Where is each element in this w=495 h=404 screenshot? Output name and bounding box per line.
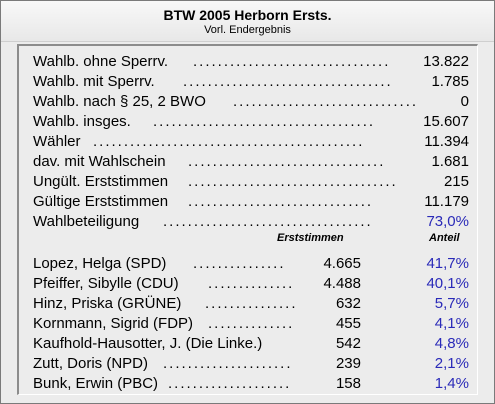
column-header-share: Anteil bbox=[429, 232, 460, 244]
leader-dots: .................................... bbox=[153, 113, 376, 130]
candidate-name: Kornmann, Sigrid (FDP) bbox=[33, 315, 194, 332]
leader-dots: ............... bbox=[205, 295, 298, 312]
leader-dots: .................... bbox=[168, 375, 292, 392]
leader-dots: .................................. bbox=[163, 213, 373, 230]
candidate-row: Lopez, Helga (SPD) ............... 4.665… bbox=[33, 254, 469, 274]
candidate-row: Kaufhold-Hausotter, J. (Die Linke.) 542 … bbox=[33, 334, 469, 354]
summary-label: Wahlb. mit Sperrv. bbox=[33, 73, 155, 90]
summary-label: Wahlb. ohne Sperrv. bbox=[33, 53, 169, 70]
summary-value: 11.179 bbox=[424, 193, 469, 210]
candidate-name: Pfeiffer, Sibylle (CDU) bbox=[33, 275, 179, 292]
candidate-name: Bunk, Erwin (PBC) bbox=[33, 375, 159, 392]
header: BTW 2005 Herborn Ersts. Vorl. Endergebni… bbox=[1, 1, 494, 42]
candidate-share: 41,7% bbox=[426, 255, 469, 272]
candidate-row: Bunk, Erwin (PBC) .................... 1… bbox=[33, 374, 469, 394]
candidate-votes: 4.665 bbox=[323, 255, 361, 272]
leader-dots: .............................. bbox=[233, 93, 419, 110]
candidate-row: Kornmann, Sigrid (FDP) .............. 45… bbox=[33, 314, 469, 334]
summary-value: 1.681 bbox=[431, 153, 469, 170]
column-header-votes: Erststimmen bbox=[277, 232, 344, 244]
candidate-name: Kaufhold-Hausotter, J. (Die Linke.) bbox=[33, 335, 263, 352]
summary-value: 0 bbox=[460, 93, 469, 110]
leader-dots: ................................ bbox=[188, 153, 386, 170]
leader-dots: .............. bbox=[208, 275, 295, 292]
leader-dots: ............... bbox=[193, 255, 286, 272]
summary-row: Wahlb. nach § 25, 2 BWO ................… bbox=[33, 92, 469, 112]
candidate-share: 4,8% bbox=[434, 335, 469, 352]
summary-label: Ungült. Erststimmen bbox=[33, 173, 169, 190]
leader-dots: ..................... bbox=[163, 355, 293, 372]
summary-label: Wahlb. insges. bbox=[33, 113, 131, 130]
summary-row: Ungült. Erststimmen ....................… bbox=[33, 172, 469, 192]
candidate-row: Pfeiffer, Sibylle (CDU) .............. 4… bbox=[33, 274, 469, 294]
summary-label: Wähler bbox=[33, 133, 81, 150]
leader-dots: .............. bbox=[208, 315, 295, 332]
candidate-share: 5,7% bbox=[434, 295, 469, 312]
summary-value: 1.785 bbox=[431, 73, 469, 90]
summary-row: Gültige Erststimmen ....................… bbox=[33, 192, 469, 212]
turnout-value: 73,0% bbox=[426, 213, 469, 230]
candidate-votes: 542 bbox=[335, 335, 361, 352]
summary-label: dav. mit Wahlschein bbox=[33, 153, 166, 170]
summary-row: Wahlb. ohne Sperrv. ....................… bbox=[33, 52, 469, 72]
page-title: BTW 2005 Herborn Ersts. bbox=[163, 7, 332, 23]
leader-dots: ................................ bbox=[193, 53, 391, 70]
results-panel: Wahlb. ohne Sperrv. ....................… bbox=[17, 44, 478, 395]
candidate-name: Hinz, Priska (GRÜNE) bbox=[33, 295, 182, 312]
candidate-share: 1,4% bbox=[434, 375, 469, 392]
summary-label: Wahlb. nach § 25, 2 BWO bbox=[33, 93, 206, 110]
summary-value: 15.607 bbox=[423, 113, 469, 130]
summary-value: 215 bbox=[443, 173, 469, 190]
summary-row: Wahlbeteiligung ........................… bbox=[33, 212, 469, 232]
summary-row: Wahlb. mit Sperrv. .....................… bbox=[33, 72, 469, 92]
leader-dots: ........................................… bbox=[93, 133, 365, 150]
candidate-row: Zutt, Doris (NPD) ..................... … bbox=[33, 354, 469, 374]
candidate-votes: 4.488 bbox=[323, 275, 361, 292]
candidate-votes: 158 bbox=[335, 375, 361, 392]
leader-dots: .............................. bbox=[188, 193, 374, 210]
candidate-votes: 455 bbox=[335, 315, 361, 332]
candidate-share: 2,1% bbox=[434, 355, 469, 372]
candidate-share: 4,1% bbox=[434, 315, 469, 332]
summary-value: 13.822 bbox=[423, 53, 469, 70]
candidate-votes: 239 bbox=[335, 355, 361, 372]
candidate-name: Zutt, Doris (NPD) bbox=[33, 355, 149, 372]
summary-row: Wahlb. insges. .........................… bbox=[33, 112, 469, 132]
leader-dots: .................................. bbox=[188, 173, 398, 190]
summary-row: dav. mit Wahlschein ....................… bbox=[33, 152, 469, 172]
summary-value: 11.394 bbox=[424, 133, 469, 150]
candidate-votes: 632 bbox=[335, 295, 361, 312]
candidate-name: Lopez, Helga (SPD) bbox=[33, 255, 167, 272]
summary-label: Wahlbeteiligung bbox=[33, 213, 140, 230]
page-subtitle: Vorl. Endergebnis bbox=[204, 24, 291, 36]
summary-row: Wähler .................................… bbox=[33, 132, 469, 152]
leader-dots: .................................. bbox=[183, 73, 393, 90]
summary-label: Gültige Erststimmen bbox=[33, 193, 169, 210]
candidate-share: 40,1% bbox=[426, 275, 469, 292]
candidate-row: Hinz, Priska (GRÜNE) ............... 632… bbox=[33, 294, 469, 314]
